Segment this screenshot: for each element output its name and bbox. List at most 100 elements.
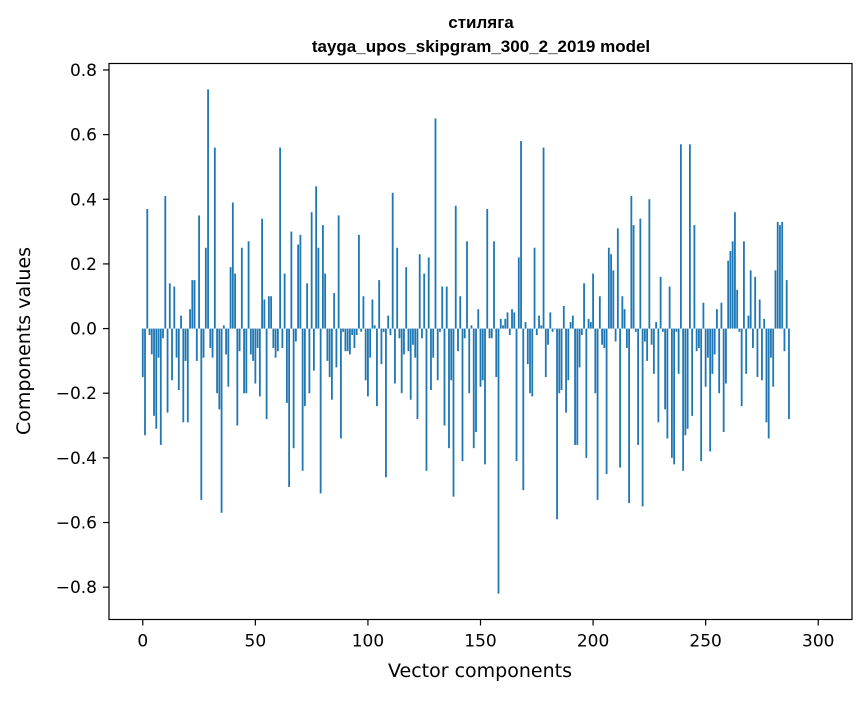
bar	[625, 328, 628, 348]
bar	[504, 318, 507, 329]
bar	[367, 328, 369, 397]
bar	[567, 328, 570, 381]
bar	[423, 273, 426, 329]
bar	[418, 254, 421, 329]
bar	[236, 328, 239, 426]
y-tick-label: 0.6	[70, 126, 97, 146]
bar	[274, 328, 277, 358]
bar	[623, 309, 626, 329]
bar	[141, 328, 144, 378]
bar	[353, 328, 356, 348]
bar	[218, 328, 221, 410]
bar	[711, 328, 714, 374]
bar	[198, 215, 200, 329]
bar	[403, 328, 405, 355]
bar	[240, 247, 243, 329]
bar	[515, 328, 518, 462]
bar	[754, 276, 757, 329]
bar	[679, 144, 682, 329]
bar	[493, 241, 495, 329]
bar	[324, 273, 327, 329]
bar	[265, 328, 268, 420]
bar	[220, 328, 223, 513]
bar	[407, 328, 410, 352]
bar	[702, 302, 705, 329]
bar	[337, 215, 340, 329]
bar	[734, 212, 736, 329]
bar	[315, 186, 318, 329]
bar	[405, 267, 408, 329]
bar	[765, 328, 768, 423]
bar	[461, 328, 464, 462]
bar	[650, 328, 653, 345]
bar	[630, 196, 633, 329]
bar	[670, 328, 673, 458]
bar	[551, 328, 554, 332]
bar	[445, 286, 448, 329]
bar	[637, 328, 640, 445]
bar	[243, 328, 245, 394]
bar	[162, 328, 164, 339]
bar	[729, 250, 732, 329]
bar	[258, 328, 261, 397]
bar	[463, 328, 466, 339]
bar	[475, 328, 477, 433]
bar	[770, 328, 772, 358]
bar	[502, 325, 504, 329]
bar	[583, 283, 585, 329]
bar	[596, 328, 599, 500]
bar	[657, 328, 660, 423]
bar	[333, 293, 336, 329]
y-tick-label: 0.8	[70, 61, 97, 81]
bar	[342, 328, 345, 332]
bar	[691, 328, 694, 416]
bar	[409, 328, 412, 400]
bar	[677, 328, 680, 374]
bar	[538, 315, 540, 329]
bar	[249, 328, 252, 355]
bar	[412, 328, 414, 345]
bar	[776, 221, 779, 329]
bar	[481, 328, 484, 381]
bar	[783, 328, 786, 352]
bar	[204, 247, 207, 329]
x-tick-label: 100	[352, 632, 384, 652]
bar	[369, 328, 372, 358]
bar	[171, 328, 173, 381]
bar	[587, 318, 590, 329]
bar	[276, 328, 279, 352]
bar	[763, 318, 766, 329]
bar	[148, 328, 151, 336]
bar	[682, 328, 685, 471]
bar	[376, 328, 378, 407]
bar	[303, 328, 306, 407]
bars-group	[141, 89, 790, 594]
bar	[517, 257, 520, 329]
chart-title: стиляга	[448, 13, 514, 32]
bar	[574, 328, 576, 445]
bar	[531, 328, 534, 397]
bar	[700, 328, 703, 462]
bar	[297, 244, 300, 329]
y-axis-label: Components values	[13, 247, 35, 435]
bar	[774, 270, 777, 329]
bar	[592, 273, 594, 329]
y-tick-label: 0.2	[70, 255, 97, 275]
bar	[288, 328, 291, 487]
bar	[526, 328, 529, 365]
bar	[416, 328, 419, 420]
bar	[344, 328, 347, 352]
bar	[603, 328, 606, 348]
bar	[317, 247, 320, 329]
bar	[346, 328, 349, 352]
bar	[524, 322, 527, 329]
bar	[641, 328, 644, 507]
bar	[362, 296, 365, 329]
bar	[578, 328, 581, 368]
bar	[256, 328, 259, 348]
bar	[173, 286, 176, 329]
bar	[227, 328, 230, 387]
bar	[364, 328, 367, 381]
bar	[743, 241, 745, 329]
bar	[432, 328, 435, 358]
